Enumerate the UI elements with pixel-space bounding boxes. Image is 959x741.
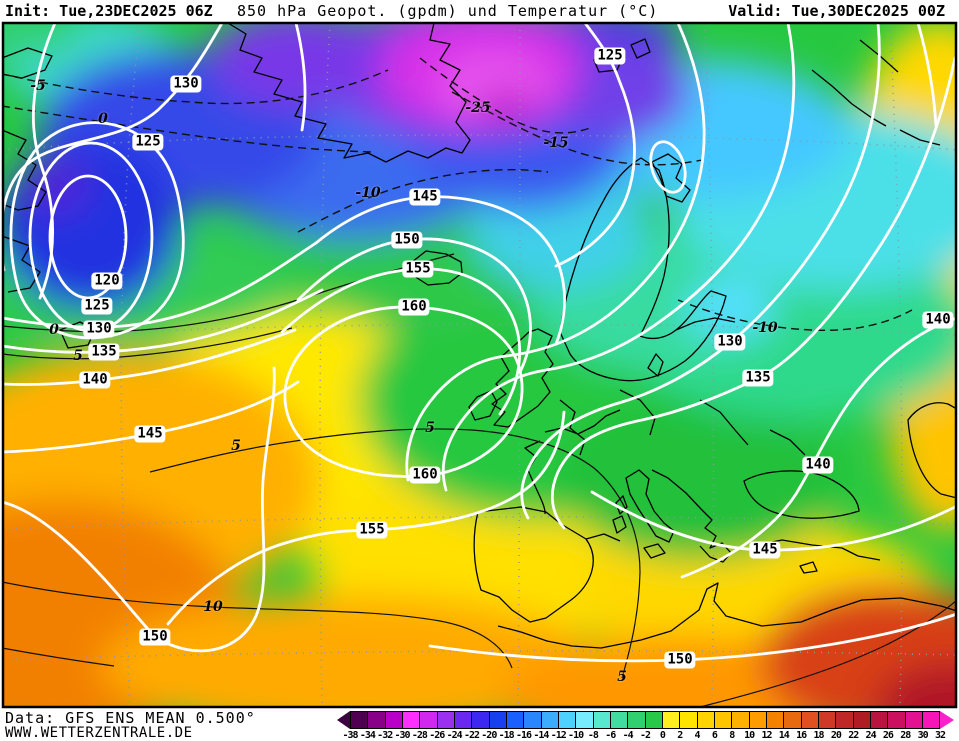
- colorbar-swatch: [679, 712, 697, 728]
- colorbar-tick-label: -10: [568, 730, 584, 741]
- colorbar-swatches: [350, 711, 940, 729]
- colorbar-swatch: [852, 712, 870, 728]
- colorbar-tick-label: 2: [677, 730, 683, 741]
- colorbar-swatch: [835, 712, 853, 728]
- colorbar-right-arrow-icon: [940, 711, 954, 729]
- isotherms-dashed: [2, 57, 913, 332]
- colorbar-tick-label: 8: [729, 730, 735, 741]
- colorbar-tick-label: -30: [394, 730, 411, 741]
- colorbar-tick-label: -12: [550, 730, 567, 741]
- colorbar-swatch: [904, 712, 922, 728]
- colorbar-tick-label: -34: [359, 730, 376, 741]
- colorbar-swatch: [384, 712, 402, 728]
- data-source-label: Data: GFS ENS MEAN 0.500°: [5, 709, 256, 727]
- page-title: 850 hPa Geopot. (gpdm) und Temperatur (°…: [237, 2, 659, 20]
- colorbar-swatch: [523, 712, 541, 728]
- graticule: [2, 22, 957, 708]
- colorbar-swatch: [748, 712, 766, 728]
- colorbar-swatch: [869, 712, 888, 728]
- valid-label: Valid: Tue,30DEC2025 00Z: [728, 2, 945, 20]
- colorbar-tick-label: 18: [813, 730, 824, 741]
- colorbar-swatch: [921, 712, 940, 728]
- colorbar-swatch: [887, 712, 905, 728]
- map-frame: [1, 21, 958, 709]
- colorbar-tick-label: 12: [761, 730, 772, 741]
- colorbar-swatch: [557, 712, 576, 728]
- colorbar-swatch: [505, 712, 524, 728]
- init-label: Init: Tue,23DEC2025 06Z: [5, 2, 213, 20]
- colorbar-swatch: [783, 712, 801, 728]
- colorbar-swatch: [419, 712, 437, 728]
- colorbar-swatch: [731, 712, 749, 728]
- colorbar-tick-label: 16: [796, 730, 807, 741]
- colorbar-swatch: [609, 712, 628, 728]
- colorbar-tick-label: 26: [882, 730, 894, 741]
- colorbar-tick-label: -38: [342, 730, 358, 741]
- colorbar-tick-label: 20: [830, 730, 842, 741]
- website-label: WWW.WETTERZENTRALE.DE: [5, 725, 193, 741]
- colorbar-tick-label: -14: [533, 730, 549, 741]
- colorbar-swatch: [471, 712, 489, 728]
- colorbar-tick-label: -16: [515, 730, 532, 741]
- colorbar-tick-label: 32: [934, 730, 946, 741]
- colorbar-swatch: [661, 712, 680, 728]
- colorbar-swatch: [644, 712, 662, 728]
- colorbar-tick-label: 22: [848, 730, 859, 741]
- colorbar-swatch: [627, 712, 645, 728]
- colorbar-tick-label: 4: [694, 730, 701, 741]
- colorbar-tick-label: -2: [639, 730, 651, 741]
- colorbar-swatch: [351, 712, 368, 728]
- colorbar-tick-label: -28: [411, 730, 428, 741]
- colorbar-swatch: [575, 712, 593, 728]
- colorbar-swatch: [367, 712, 385, 728]
- colorbar-swatch: [401, 712, 420, 728]
- colorbar-swatch: [592, 712, 610, 728]
- colorbar-swatch: [540, 712, 558, 728]
- temperature-colorbar: -38 -34 -32 -30 -28 -26 -24 -22 -20 -18 -16 -14 -12-…: [337, 711, 959, 741]
- colorbar-tick-label: -4: [622, 730, 634, 741]
- colorbar-swatch: [488, 712, 506, 728]
- colorbar-tick-labels: -38 -34 -32 -30 -28 -26 -24 -22 -20 -18 -16 -14 -12-…: [342, 711, 946, 741]
- colorbar-tick-label: 14: [778, 730, 790, 741]
- isotherms-solid: [2, 253, 957, 708]
- colorbar-tick-label: 6: [711, 730, 718, 741]
- colorbar-swatch: [713, 712, 732, 728]
- colorbar-swatch: [453, 712, 472, 728]
- colorbar-tick-label: -26: [429, 730, 445, 741]
- colorbar-tick-label: -32: [377, 730, 393, 741]
- colorbar-swatch: [800, 712, 818, 728]
- colorbar-tick-label: 0: [659, 730, 666, 741]
- colorbar-tick-label: 30: [917, 730, 929, 741]
- colorbar-tick-label: -6: [605, 730, 616, 741]
- colorbar-swatch: [436, 712, 454, 728]
- colorbar-swatch: [765, 712, 784, 728]
- colorbar-tick-label: 24: [865, 730, 877, 741]
- colorbar-tick-label: -18: [498, 730, 515, 741]
- colorbar-swatch: [817, 712, 836, 728]
- colorbar-tick-label: -20: [481, 730, 497, 741]
- colorbar-tick-label: -24: [446, 730, 463, 741]
- colorbar-tick-label: 10: [744, 730, 755, 741]
- colorbar-tick-label: -8: [587, 730, 599, 741]
- colorbar-left-arrow-icon: [337, 711, 350, 729]
- colorbar-tick-label: 28: [900, 730, 911, 741]
- colorbar-swatch: [696, 712, 714, 728]
- colorbar-tick-label: -22: [463, 730, 480, 741]
